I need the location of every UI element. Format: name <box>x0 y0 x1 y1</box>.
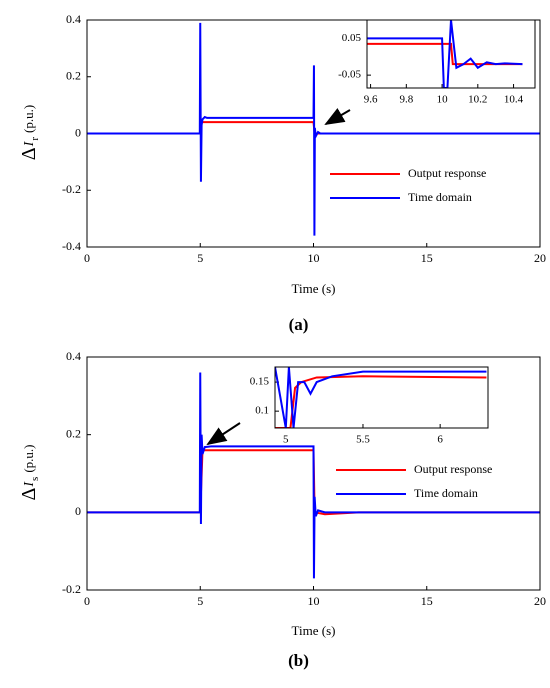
caption: (b) <box>288 651 309 670</box>
y-tick-label: 0.4 <box>66 349 81 363</box>
x-tick-label: 10 <box>437 94 449 106</box>
y-axis-label-text: ΔIs (p.u.) <box>18 445 41 501</box>
x-tick-label: 10 <box>308 594 320 608</box>
x-tick-label: 5 <box>283 434 289 446</box>
x-tick-label: 6 <box>437 434 443 446</box>
y-tick-label: 0 <box>75 125 81 139</box>
x-tick-label: 5.5 <box>356 434 370 446</box>
y-tick-label: -0.4 <box>62 239 81 253</box>
x-tick-label: 9.8 <box>399 94 413 106</box>
axes-frame <box>366 19 536 89</box>
y-tick-label: -0.05 <box>338 69 361 81</box>
legend-label: Output response <box>408 166 486 180</box>
y-tick-label: -0.2 <box>62 582 81 596</box>
y-tick-label: 0.4 <box>66 12 81 26</box>
legend-label: Time domain <box>414 486 478 500</box>
axes-frame <box>86 356 541 591</box>
plot-area <box>367 20 523 88</box>
x-axis-label: Time (s) <box>292 623 336 638</box>
y-tick-label: 0 <box>75 504 81 518</box>
caption: (a) <box>289 315 309 334</box>
y-tick-label: 0.1 <box>255 405 269 417</box>
y-label-part: I <box>22 140 37 147</box>
y-tick-label: 0.2 <box>66 426 81 440</box>
x-tick-label: 9.6 <box>364 94 378 106</box>
y-tick-label: 0.05 <box>342 32 362 44</box>
y-tick-label: 0.2 <box>66 69 81 83</box>
plot-area <box>275 367 487 428</box>
y-label-part: s <box>29 477 41 481</box>
x-tick-label: 5 <box>197 594 203 608</box>
axes-frame <box>274 366 489 429</box>
y-label-part: (p.u.) <box>21 445 36 473</box>
line-series <box>275 367 487 428</box>
x-tick-label: 10 <box>308 251 320 265</box>
x-tick-label: 0 <box>84 251 90 265</box>
plot-area <box>87 372 540 579</box>
y-tick-label: -0.2 <box>62 182 81 196</box>
y-label-part: r <box>29 137 41 141</box>
arrow <box>324 108 351 126</box>
x-tick-label: 0 <box>84 594 90 608</box>
y-label-part: I <box>22 481 37 488</box>
y-label-part: Δ <box>18 488 40 501</box>
line-series <box>367 42 523 66</box>
x-tick-label: 5 <box>197 251 203 265</box>
y-axis-label: ΔIs (p.u.) <box>18 445 41 501</box>
axes-frame <box>86 19 541 248</box>
x-tick-label: 20 <box>534 251 546 265</box>
line-series <box>367 20 523 88</box>
x-tick-label: 15 <box>421 251 433 265</box>
x-axis-label: Time (s) <box>292 281 336 296</box>
x-tick-label: 20 <box>534 594 546 608</box>
x-tick-label: 15 <box>421 594 433 608</box>
y-tick-label: 0.15 <box>250 376 270 388</box>
y-axis-label-text: ΔIr (p.u.) <box>18 105 41 160</box>
x-tick-label: 10.4 <box>504 94 524 106</box>
x-tick-label: 10.2 <box>468 94 487 106</box>
y-axis-label: ΔIr (p.u.) <box>18 105 41 160</box>
y-label-part: (p.u.) <box>21 105 36 133</box>
y-label-part: Δ <box>18 147 40 160</box>
legend-label: Output response <box>414 462 492 476</box>
legend-label: Time domain <box>408 190 472 204</box>
line-series <box>87 22 540 236</box>
plot-area <box>87 22 540 236</box>
arrow <box>206 422 241 446</box>
line-series <box>87 372 540 579</box>
